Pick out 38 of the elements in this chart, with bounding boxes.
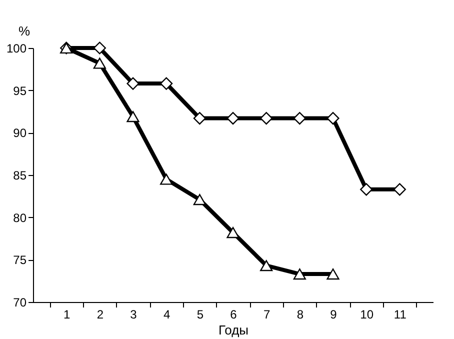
y-axis-title: % xyxy=(18,24,30,38)
point xyxy=(293,112,306,125)
point xyxy=(160,174,173,185)
point xyxy=(93,58,106,69)
x-tick-label: 8 xyxy=(296,308,304,322)
point xyxy=(260,260,273,272)
point xyxy=(393,183,406,196)
point xyxy=(226,227,240,238)
x-tick-label: 7 xyxy=(263,308,270,322)
y-tick-label: 100 xyxy=(6,42,27,56)
point xyxy=(126,111,140,122)
point xyxy=(326,112,340,125)
point xyxy=(226,112,240,125)
point xyxy=(293,268,306,280)
y-tick-label: 80 xyxy=(13,210,27,225)
x-tick-label: 4 xyxy=(163,308,170,322)
point xyxy=(126,77,140,90)
y-tick-label: 70 xyxy=(13,296,27,310)
x-tick-label: 1 xyxy=(63,308,70,322)
point xyxy=(260,112,273,125)
point xyxy=(193,194,206,206)
y-tick-label: 95 xyxy=(13,84,27,98)
x-tick-label: 3 xyxy=(130,308,138,322)
point xyxy=(193,112,206,125)
x-tick-label: 10 xyxy=(360,308,374,322)
x-tick-label: 2 xyxy=(96,308,104,322)
x-tick-label: 5 xyxy=(196,308,204,322)
y-tick-label: 85 xyxy=(13,168,27,182)
point xyxy=(360,183,373,196)
x-tick-label: 6 xyxy=(230,308,238,322)
y-tick-label: 90 xyxy=(13,126,27,140)
x-tick-label: 11 xyxy=(394,308,407,322)
y-tick-label: 75 xyxy=(13,253,27,268)
point xyxy=(160,77,173,90)
x-axis-title: Годы xyxy=(218,322,249,338)
point xyxy=(326,268,340,280)
x-tick-label: 9 xyxy=(330,308,338,322)
point xyxy=(93,42,106,54)
